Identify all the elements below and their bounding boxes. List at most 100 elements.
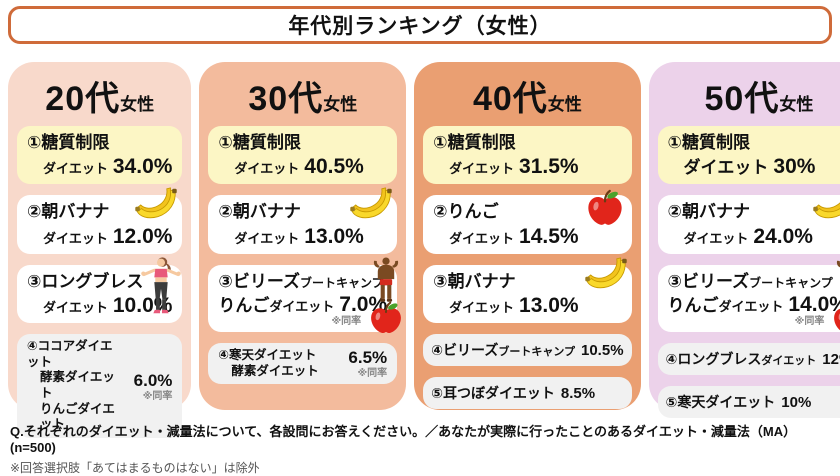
- age-group-column-30s: 30代 女性 ①糖質制限 ダイエット 40.5% ②朝バナナ ダイエット 13.0% …: [199, 62, 407, 410]
- rank4-value-block: 6.5% ※同率: [331, 348, 387, 379]
- rank1-value: 30%: [773, 155, 816, 179]
- survey-exclusion-note: ※回答選択肢「あてはまるものはない」は除外: [10, 460, 260, 475]
- rank3-value: 14.0%: [788, 293, 840, 317]
- rank1-card-40s: ①糖質制限 ダイエット 31.5%: [423, 126, 632, 185]
- gender-label: 女性: [120, 95, 155, 114]
- rank5-value: 8.5%: [560, 384, 596, 402]
- rank4-line2: 酵素ダイエット: [231, 363, 319, 378]
- rank4-label-main: ④ビリーズ: [431, 342, 499, 359]
- survey-question: Q.それぞれのダイエット・減量法について、各設問にお答えください。／あなたが実際…: [10, 424, 803, 456]
- diet-word: ダイエット: [43, 230, 108, 246]
- rank4-label: ④ビリーズブートキャンプ: [431, 340, 575, 360]
- rank1-value: 31.5%: [519, 155, 579, 179]
- rank4-card-40s: ④ビリーズブートキャンプ 10.5%: [423, 334, 632, 367]
- rank4-line3: りんごダイエット: [40, 401, 115, 432]
- survey-footer: Q.それぞれのダイエット・減量法について、各設問にお答えください。／あなたが実際…: [10, 424, 832, 476]
- diet-word: ダイエット: [234, 161, 300, 177]
- diet-word: ダイエット: [234, 230, 300, 246]
- rank1-label: ①糖質制限: [218, 133, 301, 152]
- rank1-value-line: ダイエット 34.0%: [27, 155, 172, 179]
- gender-label: 女性: [547, 95, 582, 114]
- rank1-card-30s: ①糖質制限 ダイエット 40.5%: [208, 126, 398, 185]
- rank3-line2-main: りんご: [218, 296, 270, 316]
- rank3-label: ③ビリーズブートキャンプ: [218, 271, 387, 292]
- rank5-card-40s: ⑤耳つぼダイエット 8.5%: [423, 377, 632, 410]
- rank2-label: ②朝バナナ: [667, 202, 750, 222]
- age-group-columns: 20代 女性 ①糖質制限 ダイエット 34.0% ②朝バナナ ダイエット 12.0% …: [8, 62, 840, 438]
- diet-word: ダイエット: [683, 158, 769, 178]
- tie-note: ※同率: [357, 368, 388, 380]
- rank3-label: ③ロングブレス: [27, 271, 144, 291]
- age-group-column-50s: 50代 女性 ①糖質制限 ダイエット 30% ②朝バナナ ダイエット 24.0% ③ビ…: [648, 62, 840, 419]
- column-header-20s: 20代 女性: [17, 66, 182, 126]
- diet-word: ダイエット: [43, 300, 108, 316]
- rank3-label: ③朝バナナ: [433, 271, 516, 291]
- rank4-value-block: 6.0% ※同率: [124, 370, 173, 402]
- rank5-value: 10%: [781, 393, 812, 411]
- rank4-line1: ④寒天ダイエット: [218, 348, 317, 363]
- rank4-value: 10.5%: [581, 341, 624, 359]
- rank4-value: 6.5%: [348, 348, 388, 368]
- gender-label: 女性: [323, 95, 358, 114]
- column-header-30s: 30代 女性: [208, 66, 397, 126]
- diet-word: ダイエット: [269, 299, 335, 315]
- rank3-label-small: ブートキャンプ: [749, 275, 833, 290]
- rank2-value: 12.0%: [112, 224, 173, 248]
- rank1-value: 40.5%: [304, 155, 364, 179]
- rank3-label-small: ブートキャンプ: [299, 275, 384, 290]
- age-label: 20代: [45, 80, 121, 118]
- rank2-card-50s: ②朝バナナ ダイエット 24.0%: [657, 195, 840, 254]
- diet-word: ダイエット: [449, 161, 515, 177]
- column-header-50s: 50代 女性: [658, 66, 840, 126]
- rank1-value-line: ダイエット 31.5%: [433, 155, 621, 179]
- rank1-value-line: ダイエット 30%: [668, 155, 840, 179]
- rank2-value: 14.5%: [519, 224, 579, 248]
- rank4-label-small: ダイエット: [761, 355, 817, 368]
- rank2-value-line: ダイエット 12.0%: [27, 225, 172, 249]
- age-group-column-20s: 20代 女性 ①糖質制限 ダイエット 34.0% ②朝バナナ ダイエット 12.0% …: [8, 62, 192, 438]
- rank3-value-line: ダイエット 10.0%: [27, 294, 172, 318]
- rank2-label: ②朝バナナ: [218, 202, 301, 222]
- rank5-card-50s: ⑤寒天ダイエット 10%: [657, 386, 840, 419]
- tie-note: ※同率: [142, 390, 173, 402]
- rank5-label: ⑤寒天ダイエット: [665, 394, 776, 411]
- gender-label: 女性: [779, 95, 814, 114]
- age-label: 40代: [472, 80, 548, 118]
- rank2-value: 13.0%: [304, 224, 364, 248]
- rank1-card-50s: ①糖質制限 ダイエット 30%: [657, 126, 840, 185]
- rank2-label: ②朝バナナ: [27, 202, 110, 222]
- rank4-value: 12%: [822, 350, 840, 368]
- page-title: 年代別ランキング（女性）: [288, 15, 552, 38]
- rank4-line2: 酵素ダイエット: [40, 370, 115, 401]
- rank4-label-small: ブートキャンプ: [498, 346, 575, 359]
- rank3-card-20s: ③ロングブレス ダイエット 10.0%: [17, 265, 183, 324]
- tie-note: ※同率: [794, 316, 825, 328]
- page-title-bar: 年代別ランキング（女性）: [8, 6, 832, 44]
- rank2-value-line: ダイエット 14.5%: [433, 225, 621, 249]
- rank1-value-line: ダイエット 40.5%: [218, 155, 387, 179]
- rank4-label-main: ④ロングブレス: [665, 351, 762, 368]
- rank2-value-line: ダイエット 13.0%: [218, 225, 387, 249]
- diet-word: ダイエット: [718, 299, 784, 315]
- diet-word: ダイエット: [43, 161, 108, 177]
- rank3-value: 13.0%: [519, 294, 579, 318]
- rank4-labels: ④ココアダイエット 酵素ダイエット りんごダイエット: [27, 339, 124, 433]
- infographic-page: { "title": "年代別ランキング（女性）", "colors": { "…: [8, 6, 840, 475]
- column-header-40s: 40代 女性: [423, 66, 631, 126]
- rank2-value-line: ダイエット 24.0%: [668, 225, 840, 249]
- rank1-label: ①糖質制限: [433, 133, 516, 152]
- tie-note: ※同率: [331, 316, 362, 328]
- rank1-card-20s: ①糖質制限 ダイエット 34.0%: [17, 126, 183, 185]
- rank1-value: 34.0%: [112, 155, 173, 179]
- rank4-label: ④ロングブレスダイエット: [666, 349, 817, 369]
- rank2-value: 24.0%: [753, 224, 813, 248]
- rank3-value-line: ダイエット 13.0%: [433, 294, 621, 318]
- rank2-card-20s: ②朝バナナ ダイエット 12.0%: [17, 195, 183, 254]
- rank3-card-40s: ③朝バナナ ダイエット 13.0%: [423, 265, 632, 324]
- rank5-label: ⑤耳つぼダイエット: [431, 385, 555, 402]
- rank4-line1: ④ココアダイエット: [27, 339, 113, 369]
- rank4-value: 6.0%: [133, 370, 173, 390]
- rank3-card-30s: ③ビリーズブートキャンプ りんごダイエット 7.0% ※同率: [208, 265, 397, 332]
- rank3-value: 10.0%: [112, 294, 173, 318]
